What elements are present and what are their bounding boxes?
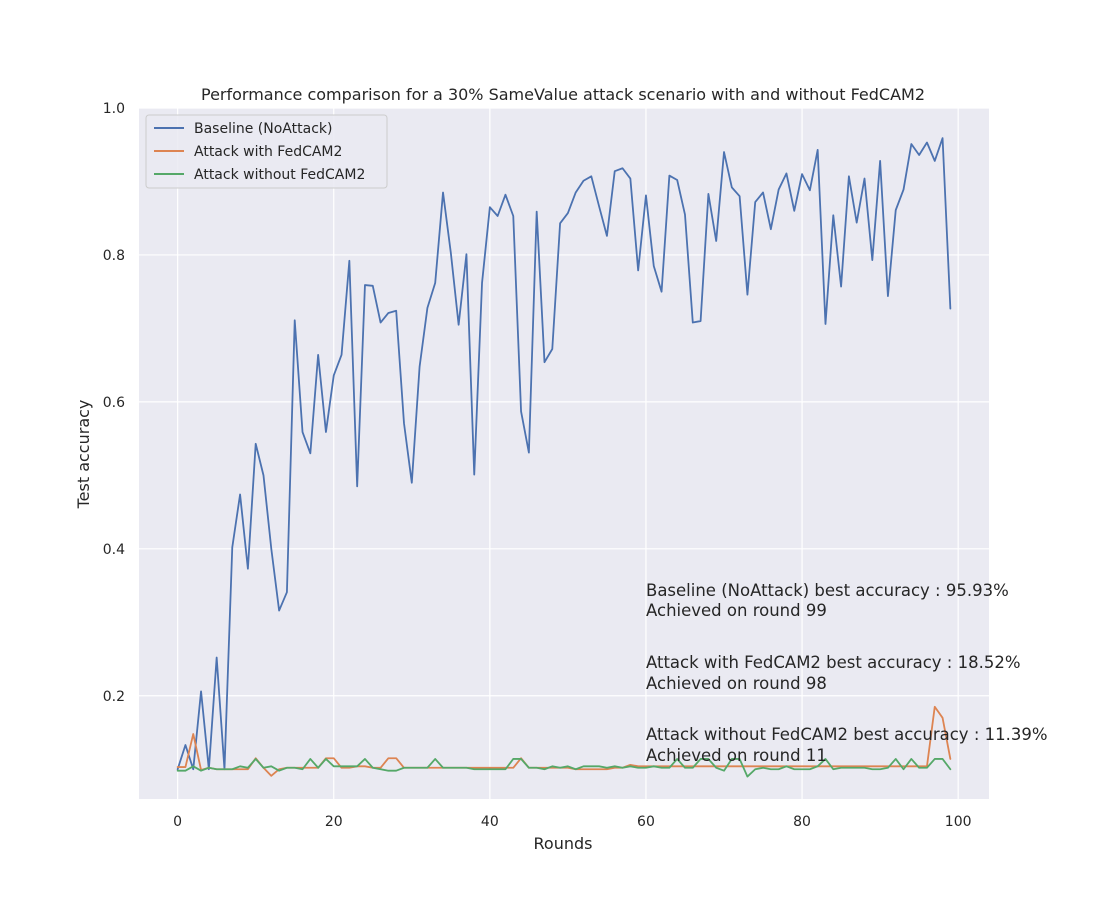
legend-label-with-fedcam2: Attack with FedCAM2 [194, 144, 342, 160]
x-tick-label: 100 [945, 814, 972, 830]
series-lines [176, 137, 952, 778]
y-axis-ticks: 0.2 0.4 0.6 0.8 1.0 [103, 101, 125, 705]
y-tick-label: 1.0 [103, 101, 125, 117]
y-tick-label: 0.6 [103, 395, 125, 411]
x-tick-label: 40 [481, 814, 499, 830]
x-tick-label: 20 [325, 814, 343, 830]
plot-area [139, 108, 989, 799]
y-tick-label: 0.2 [103, 689, 125, 705]
annotation-baseline-round: Achieved on round 99 [646, 601, 827, 620]
annotation-without-fedcam2-best: Attack without FedCAM2 best accuracy : 1… [646, 725, 1048, 744]
series-line-without-fedcam2 [176, 758, 952, 778]
x-axis-ticks: 0 20 40 60 80 100 [173, 814, 971, 830]
y-axis-title: Test accuracy [74, 400, 93, 510]
legend-label-without-fedcam2: Attack without FedCAM2 [194, 167, 365, 183]
annotations: Baseline (NoAttack) best accuracy : 95.9… [646, 581, 1048, 765]
chart-title: Performance comparison for a 30% SameVal… [201, 85, 925, 104]
x-tick-label: 60 [637, 814, 655, 830]
annotation-with-fedcam2-best: Attack with FedCAM2 best accuracy : 18.5… [646, 653, 1021, 672]
annotation-with-fedcam2-round: Achieved on round 98 [646, 674, 827, 693]
y-tick-label: 0.4 [103, 542, 125, 558]
legend-box [145, 114, 388, 189]
x-tick-label: 0 [173, 814, 182, 830]
x-axis-title: Rounds [534, 834, 593, 853]
series-line-baseline [176, 137, 952, 771]
y-tick-label: 0.8 [103, 248, 125, 264]
grid [139, 107, 989, 799]
annotation-baseline-best: Baseline (NoAttack) best accuracy : 95.9… [646, 581, 1009, 600]
x-tick-label: 80 [793, 814, 811, 830]
legend: Baseline (NoAttack) Attack with FedCAM2 … [145, 114, 388, 189]
legend-label-baseline: Baseline (NoAttack) [194, 121, 332, 137]
annotation-without-fedcam2-round: Achieved on round 11 [646, 746, 827, 765]
